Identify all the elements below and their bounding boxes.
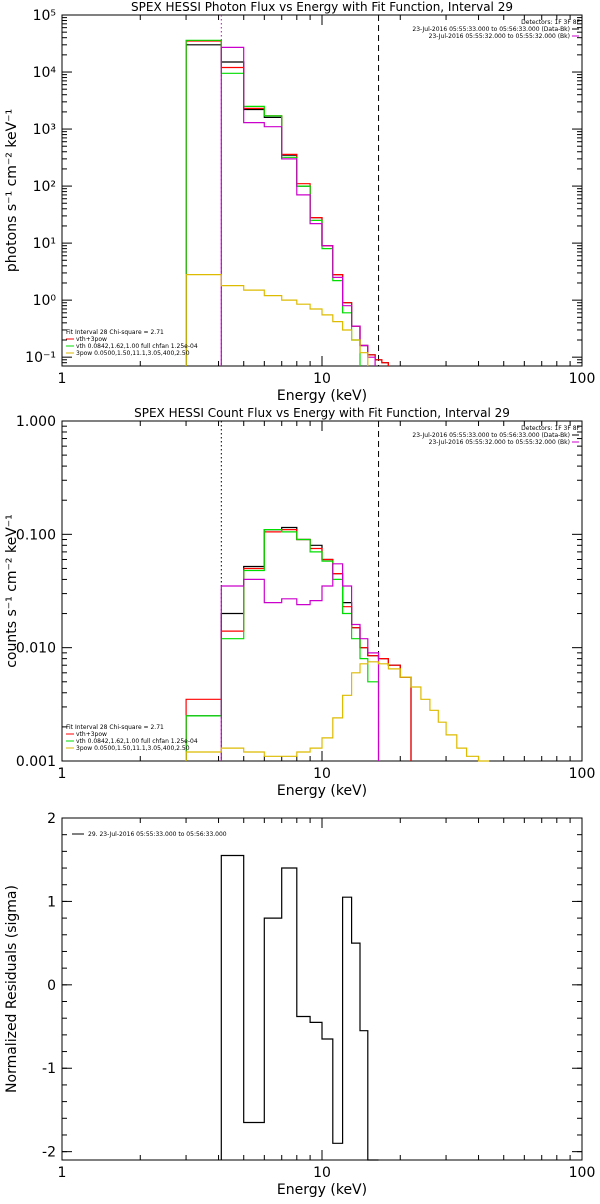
x-tick-label: 100 bbox=[569, 371, 596, 387]
y-tick-label: -1 bbox=[42, 1061, 56, 1077]
chart-title: SPEX HESSI Count Flux vs Energy with Fit… bbox=[134, 406, 510, 420]
y-axis: 0.001 0.010 0.100 1.000 counts s⁻¹ cm⁻² keV⁻… bbox=[4, 414, 582, 770]
x-tick-label: 10 bbox=[313, 766, 331, 782]
y-tick-label: 10⁵ bbox=[33, 8, 56, 24]
y-tick-label: 0.100 bbox=[16, 527, 56, 543]
y-tick-label: 1 bbox=[47, 894, 56, 910]
legend-bottom-line: vth 0.0842,1.62,1.00 full chfan 1.25e-04 bbox=[76, 738, 198, 745]
x-axis: 1 10 100 Energy (keV) bbox=[58, 15, 596, 404]
residual-legend: 29. 23-Jul-2016 05:55:33.000 to 05:56:33… bbox=[88, 831, 227, 838]
series-black-step-line bbox=[220, 854, 379, 1161]
y-tick-label: 0.001 bbox=[16, 754, 56, 770]
panel-1: SPEX HESSI Photon Flux vs Energy with Fi… bbox=[4, 0, 595, 404]
series-red-step-line bbox=[185, 40, 389, 366]
x-tick-label: 10 bbox=[313, 1165, 331, 1181]
y-tick-label: 0.010 bbox=[16, 641, 56, 657]
y-tick-label: 10⁻¹ bbox=[25, 350, 56, 366]
y-tick-label: 2 bbox=[47, 811, 56, 827]
legend-bottom-line: vth 0.0842,1.62,1.00 full chfan 1.25e-04 bbox=[76, 343, 198, 350]
legend-bottom-line: Fit Interval 28 Chi-square = 2.71 bbox=[66, 329, 164, 336]
legend-bottom-line: vth+3pow bbox=[76, 336, 107, 343]
y-tick-label: 1.000 bbox=[16, 414, 56, 430]
series-yellow-step-line bbox=[185, 661, 490, 762]
legend-top-line: 23-Jul-2016 05:55:32.000 to 05:55:32.000… bbox=[429, 439, 570, 446]
y-tick-label: 10² bbox=[33, 179, 56, 195]
legend-top-line: Detectors: 1F 3F 8F bbox=[521, 19, 580, 26]
y-axis: 10⁻¹ 10⁰ 10¹ 10² 10³ 10⁴ 10⁵ photons s⁻¹ cm⁻² k… bbox=[4, 8, 582, 367]
y-tick-label: 10⁴ bbox=[33, 65, 57, 81]
series-magenta-step-line bbox=[220, 46, 376, 366]
x-axis-label: Energy (keV) bbox=[277, 1182, 367, 1198]
legend-top-line: 23-Jul-2016 05:55:33.000 to 05:56:33.000… bbox=[412, 26, 570, 33]
y-tick-label: 10¹ bbox=[33, 236, 56, 252]
series-red-step-line bbox=[185, 528, 412, 761]
x-tick-label: 1 bbox=[58, 1165, 67, 1181]
y-tick-label: 0 bbox=[47, 978, 56, 994]
y-axis: -2 -1 0 1 2 Normalized Residuals (sigma) bbox=[4, 811, 582, 1161]
series-black-step-line bbox=[185, 526, 412, 761]
y-tick-label: 10³ bbox=[33, 122, 56, 138]
x-axis: 1 10 100 Energy (keV) bbox=[58, 818, 596, 1198]
x-axis-label: Energy (keV) bbox=[277, 388, 367, 404]
x-tick-label: 100 bbox=[569, 766, 596, 782]
series-green-step-line bbox=[185, 528, 380, 761]
y-tick-label: 10⁰ bbox=[33, 293, 57, 309]
series-black-step-line bbox=[185, 44, 389, 366]
series-yellow-step-line bbox=[185, 274, 369, 366]
panel-2: SPEX HESSI Count Flux vs Energy with Fit… bbox=[4, 406, 595, 799]
series-magenta-step-line bbox=[220, 563, 380, 761]
series-green-step-line bbox=[185, 39, 361, 366]
x-axis-label: Energy (keV) bbox=[277, 783, 367, 799]
legend-top-line: Detectors: 1F 3F 8F bbox=[521, 425, 580, 432]
legend-top-line: 23-Jul-2016 05:55:32.000 to 05:55:32.000… bbox=[429, 33, 570, 40]
x-tick-label: 1 bbox=[58, 371, 67, 387]
x-tick-label: 10 bbox=[313, 371, 331, 387]
y-axis-label: photons s⁻¹ cm⁻² keV⁻¹ bbox=[4, 109, 20, 272]
y-tick-label: -2 bbox=[42, 1145, 56, 1161]
legend-bottom-line: 3pow 0.0500,1.50,11.1,3.05,400,2.50 bbox=[76, 745, 190, 752]
y-axis-label: Normalized Residuals (sigma) bbox=[4, 885, 20, 1093]
chart-title: SPEX HESSI Photon Flux vs Energy with Fi… bbox=[131, 0, 513, 14]
panel-3: 1 10 100 Energy (keV) -2 -1 0 1 2 Normalized Resi… bbox=[4, 811, 595, 1198]
x-tick-label: 100 bbox=[569, 1165, 596, 1181]
legend-bottom-line: vth+3pow bbox=[76, 731, 107, 738]
legend-top-line: 23-Jul-2016 05:55:33.000 to 05:56:33.000… bbox=[412, 432, 570, 439]
plot-frame bbox=[61, 817, 583, 1161]
x-tick-label: 1 bbox=[58, 766, 67, 782]
legend-bottom-line: Fit Interval 28 Chi-square = 2.71 bbox=[66, 724, 164, 731]
y-axis-label: counts s⁻¹ cm⁻² keV⁻¹ bbox=[4, 514, 20, 668]
legend-bottom-line: 3pow 0.0500,1.50,11.1,3.05,400,2.50 bbox=[76, 350, 190, 357]
